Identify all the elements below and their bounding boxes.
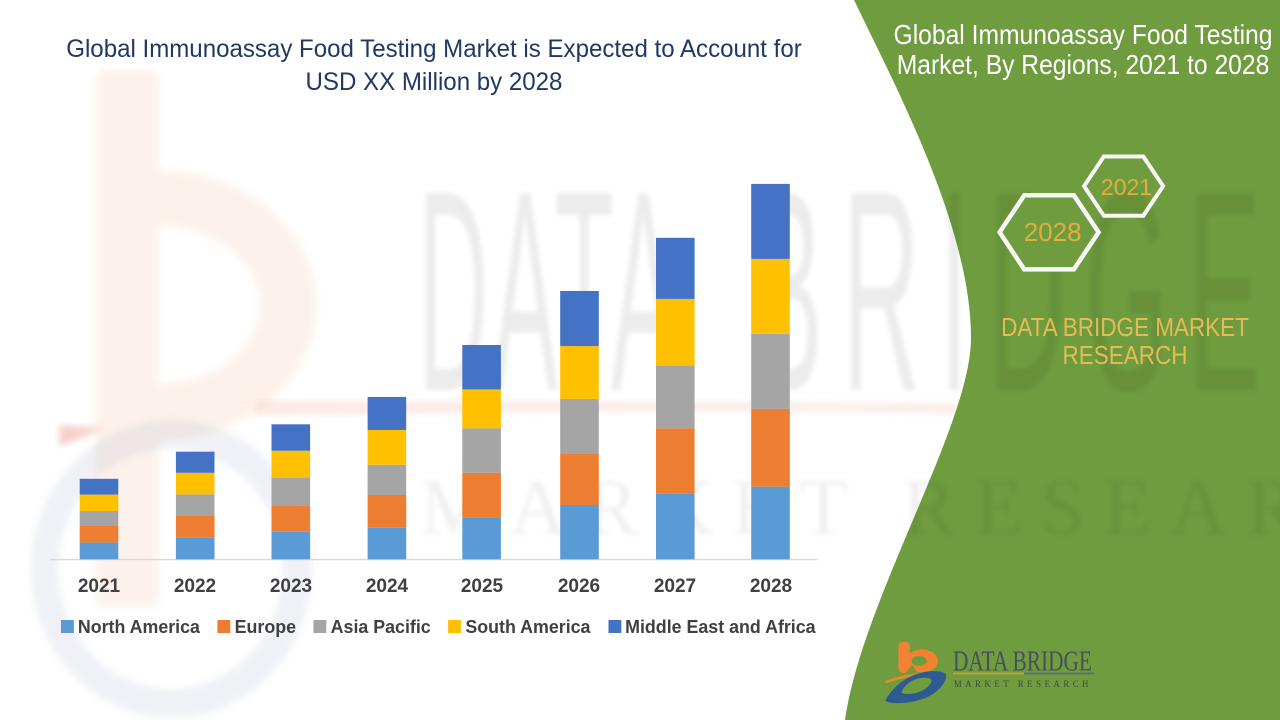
svg-text:BRIDGE: BRIDGE [751, 131, 1279, 451]
svg-text:MARKET RESEARCH: MARKET RESEARCH [954, 680, 1092, 690]
svg-text:DATA: DATA [418, 131, 680, 451]
svg-text:MARKET RESEARCH: MARKET RESEARCH [420, 464, 1280, 552]
svg-text:DATA BRIDGE: DATA BRIDGE [953, 646, 1092, 678]
